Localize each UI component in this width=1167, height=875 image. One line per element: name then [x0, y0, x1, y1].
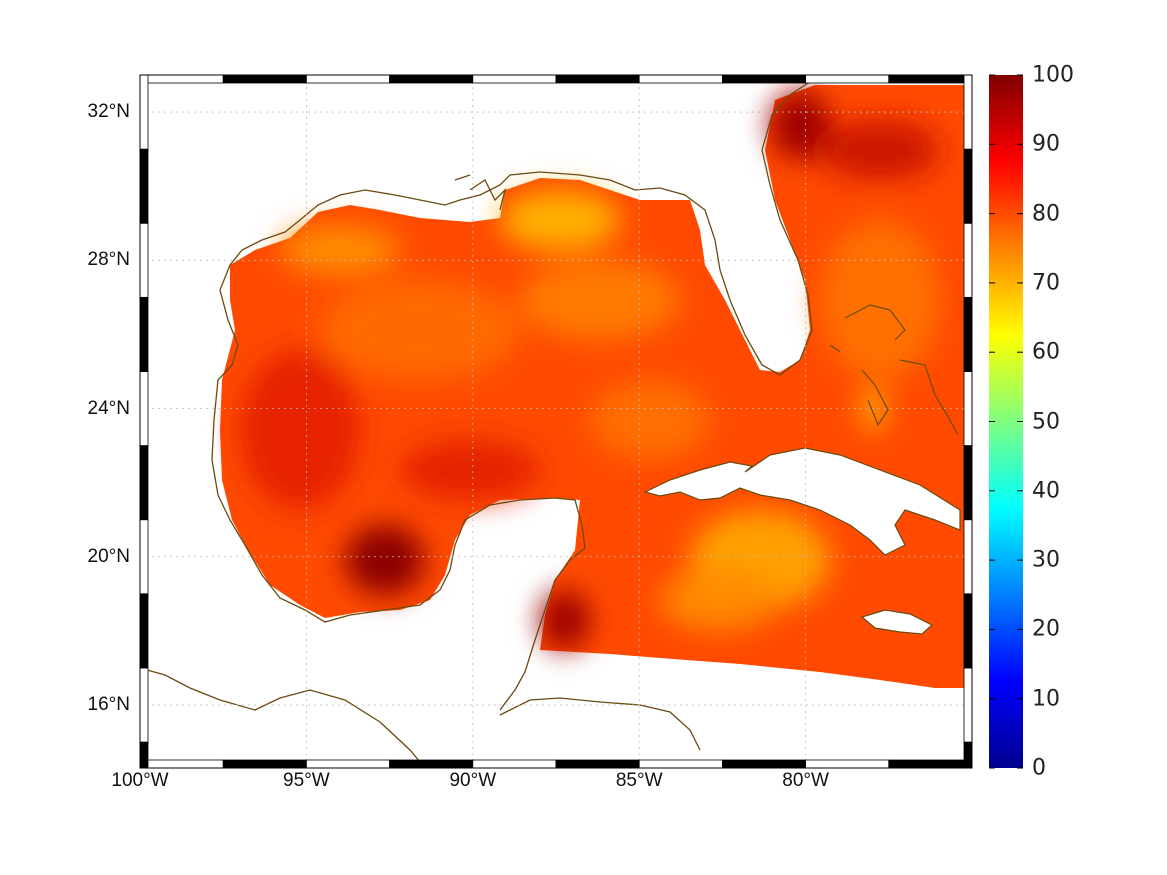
frame-segment	[963, 519, 973, 595]
lat-tick-label: 16°N	[87, 694, 130, 715]
colorbar-tick-label: 90	[1032, 131, 1060, 157]
colorbar-tick-label: 0	[1032, 755, 1046, 781]
colorbar-tick-label: 100	[1032, 62, 1074, 88]
frame-segment	[963, 741, 973, 769]
high-value-patch	[770, 90, 830, 160]
frame-segment	[139, 741, 149, 769]
frame-segment	[888, 74, 973, 84]
bright-value-patch	[863, 390, 883, 430]
frame-segment	[472, 74, 557, 84]
frame-segment	[139, 759, 224, 769]
us-gulf-coast	[229, 74, 821, 376]
low-value-patch	[320, 280, 520, 380]
frame-segment	[472, 759, 557, 769]
frame-segment	[139, 296, 149, 372]
frame-segment	[963, 296, 973, 372]
colorbar-tick-label: 20	[1032, 616, 1060, 642]
low-value-patch	[660, 570, 780, 630]
frame-segment	[722, 759, 807, 769]
frame-segment	[139, 74, 224, 84]
cuba-land	[643, 447, 961, 556]
lon-tick-label: 95°W	[283, 770, 330, 791]
central-america-coast	[139, 667, 426, 769]
frame-segment	[963, 222, 973, 298]
frame-segment	[139, 222, 149, 298]
data-field	[220, 85, 964, 688]
frame-segment	[638, 759, 723, 769]
lon-tick-label: 85°W	[615, 770, 663, 791]
frame-segment	[222, 759, 307, 769]
mexico-gulf-coast	[211, 264, 586, 711]
frame-segment	[139, 74, 149, 150]
honduras-coast	[499, 697, 701, 751]
colorbar-tick-label: 60	[1032, 339, 1060, 365]
low-value-patch	[820, 220, 940, 380]
low-value-patch	[500, 190, 620, 250]
lon-tick-label: 90°W	[449, 770, 497, 791]
colorbar-tick-label: 10	[1032, 686, 1060, 712]
high-value-patch	[820, 120, 940, 180]
frame-segment	[305, 74, 390, 84]
colorbar-tick-label: 30	[1032, 547, 1060, 573]
frame-segment	[963, 74, 973, 150]
frame-segment	[389, 759, 474, 769]
frame-segment	[305, 759, 390, 769]
frame-segment	[139, 371, 149, 446]
frame-segment	[963, 593, 973, 669]
frame-segment	[963, 371, 973, 446]
coastline	[139, 74, 821, 769]
low-value-patch	[590, 380, 710, 460]
colorbar-ticks	[989, 74, 1023, 769]
colorbar-tick-label: 50	[1032, 409, 1060, 434]
frame-segment	[963, 445, 973, 521]
frame-segment	[638, 74, 723, 84]
colorbar-tick-label: 80	[1032, 201, 1060, 227]
frame-segment	[389, 74, 474, 84]
frame-segment	[963, 148, 973, 224]
high-value-patch	[345, 525, 425, 595]
lat-tick-label: 24°N	[87, 397, 130, 419]
lon-tick-label: 100°W	[111, 770, 169, 791]
frame-segment	[805, 759, 890, 769]
lat-tick-label: 28°N	[87, 249, 130, 271]
lat-tick-label: 20°N	[87, 545, 130, 567]
frame-segment	[722, 74, 807, 84]
frame-segment	[139, 667, 149, 743]
jamaica-land	[860, 609, 934, 635]
frame-segment	[139, 593, 149, 669]
frame-segment	[139, 445, 149, 521]
map-frame	[139, 74, 973, 769]
frame-outline	[139, 74, 973, 769]
frame-segment	[222, 74, 307, 84]
high-value-patch	[400, 440, 540, 500]
lon-tick-label: 80°W	[782, 770, 829, 791]
lat-tick-label: 32°N	[87, 101, 130, 123]
louisiana-detail	[454, 174, 507, 211]
frame-segment	[963, 667, 973, 743]
frame-segment	[805, 74, 890, 84]
low-value-patch	[520, 260, 680, 340]
colorbar-tick-label: 40	[1032, 478, 1060, 504]
frame-segment	[139, 148, 149, 224]
high-value-patch	[240, 350, 360, 510]
frame-segment	[888, 759, 973, 769]
frame-segment	[555, 74, 640, 84]
bahamas-land	[829, 304, 959, 436]
high-value-patch	[540, 590, 590, 650]
frame-segment	[555, 759, 640, 769]
colorbar-tick-label: 70	[1032, 270, 1060, 296]
low-value-patch	[280, 225, 400, 275]
frame-segment	[139, 519, 149, 595]
